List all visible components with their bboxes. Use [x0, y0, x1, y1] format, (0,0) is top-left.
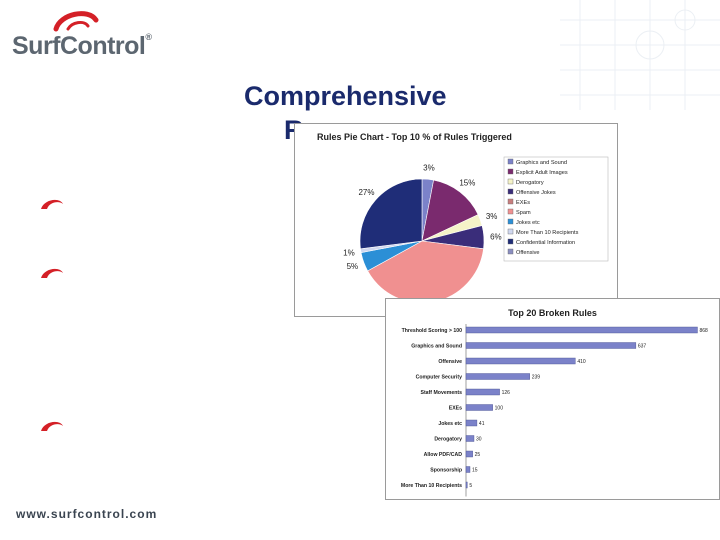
pie-legend-swatch: [507, 158, 514, 165]
bar-category-label: EXEs: [449, 406, 462, 412]
bar-category-label: Jokes etc: [438, 421, 462, 427]
pie-slice-1: [421, 179, 479, 242]
bar-5: [465, 404, 493, 411]
bar-category-label: Sponsorship: [430, 468, 462, 474]
pie-legend-label: More Than 10 Recipients: [516, 230, 579, 236]
pie-chart-title: Rules Pie Chart - Top 10 % of Rules Trig…: [317, 132, 512, 142]
pie-legend-label: Derogatory: [516, 180, 544, 186]
bar-value-label: 637: [638, 344, 647, 350]
pie-legend-label: EXEs: [516, 200, 530, 206]
bar-7: [465, 435, 475, 442]
logo-swoosh-icon: [53, 11, 99, 32]
bar-value-label: 126: [502, 390, 511, 396]
pie-legend-label: Confidential Information: [516, 240, 575, 246]
bar-category-label: Allow PDF/CAD: [424, 452, 463, 458]
pie-legend-swatch: [507, 178, 514, 185]
pie-legend-swatch: [507, 208, 514, 215]
bar-0: [465, 326, 698, 334]
pie-slice-label: 6%: [490, 232, 502, 241]
bar-category-label: More Than 10 Recipients: [401, 483, 462, 489]
bar-category-label: Computer Security: [416, 375, 463, 381]
bar-value-label: 100: [495, 406, 504, 412]
pie-chart-panel: Rules Pie Chart - Top 10 % of Rules Trig…: [294, 123, 618, 317]
pie-legend-label: Jokes etc: [516, 220, 540, 226]
pie-slice-label: 3%: [486, 212, 498, 221]
pie-legend-label: Graphics and Sound: [516, 160, 567, 166]
pie-legend-label: Offensive: [516, 250, 540, 256]
bar-3: [465, 373, 530, 380]
bar-value-label: 15: [472, 468, 478, 474]
bar-9: [465, 466, 471, 473]
pie-legend-swatch: [507, 238, 514, 245]
bar-chart-panel: Top 20 Broken Rules Threshold Scoring > …: [385, 298, 720, 500]
bar-value-label: 868: [699, 328, 708, 334]
surfcontrol-logo[interactable]: SurfControl®: [12, 10, 162, 62]
bar-4: [465, 388, 500, 396]
bar-10: [465, 481, 468, 489]
pie-legend-swatch: [507, 168, 514, 175]
pie-legend-swatch: [507, 248, 514, 255]
swirl-bullet-icon: [41, 421, 63, 431]
pie-slice-label: 5%: [347, 262, 359, 271]
bar-8: [465, 450, 473, 458]
bar-2: [465, 357, 576, 365]
bar-6: [465, 419, 478, 427]
pie-legend-swatch: [507, 218, 514, 225]
bar-value-label: 5: [469, 483, 472, 489]
pie-legend-label: Spam: [516, 210, 531, 216]
bar-value-label: 239: [532, 375, 541, 381]
bar-category-label: Staff Movements: [420, 390, 462, 396]
pie-slice-label: 27%: [358, 188, 374, 197]
footer-url-link[interactable]: www.surfcontrol.com: [16, 507, 158, 521]
bar-category-label: Graphics and Sound: [411, 344, 462, 350]
pie-legend-label: Offensive Jokes: [516, 190, 556, 196]
pie-legend-box: [503, 156, 609, 262]
pie-chart: 3%15%3%6%40%5%1%27%Graphics and SoundExp…: [343, 156, 609, 316]
bar-value-label: 25: [475, 452, 481, 458]
pie-legend-swatch: [507, 198, 514, 205]
pie-legend-swatch: [507, 188, 514, 195]
background-grid-decoration: [560, 0, 720, 110]
bar-value-label: 30: [476, 437, 482, 443]
bar-category-label: Derogatory: [434, 437, 462, 443]
slide-title-line-1: Comprehensive: [244, 81, 447, 111]
logo-wordmark: SurfControl®: [12, 32, 152, 60]
bar-category-label: Threshold Scoring > 100: [402, 328, 463, 334]
bar-chart: Threshold Scoring > 100 868 Graphics and S…: [401, 324, 708, 497]
pie-slice-8: [359, 178, 423, 250]
swirl-bullet-icon: [41, 268, 63, 278]
pie-slice-label: 3%: [423, 163, 435, 172]
pie-legend-swatch: [507, 228, 514, 235]
bar-value-label: 410: [577, 359, 586, 365]
pie-slice-label: 1%: [343, 249, 355, 258]
bar-category-label: Offensive: [438, 359, 462, 365]
pie-legend-label: Explicit Adult Images: [516, 170, 568, 176]
swirl-bullet-icon: [41, 199, 63, 209]
bar-1: [465, 342, 637, 349]
bar-value-label: 41: [479, 421, 485, 427]
pie-slice-label: 15%: [459, 179, 475, 188]
bar-chart-title: Top 20 Broken Rules: [508, 308, 597, 318]
